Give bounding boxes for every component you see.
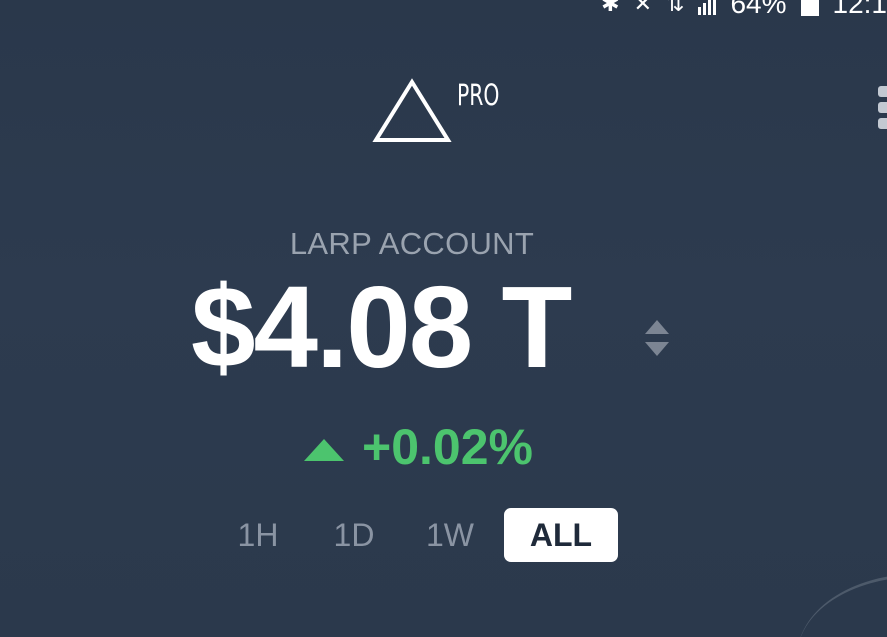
decorative-swoosh (797, 574, 887, 637)
mute-icon: ✕ (633, 0, 653, 16)
range-tab-1h[interactable]: 1H (237, 517, 279, 553)
more-vertical-icon[interactable] (878, 86, 887, 129)
battery-icon (800, 0, 819, 16)
sort-toggle-icon[interactable] (643, 318, 671, 358)
pro-badge: PRO (457, 78, 500, 112)
bluetooth-icon: ✱ (601, 0, 620, 16)
caret-up-icon (304, 439, 344, 461)
range-tab-all[interactable]: ALL (504, 508, 618, 562)
range-tab-1w[interactable]: 1W (426, 517, 474, 553)
battery-percent: 64% (730, 0, 787, 19)
change-value: +0.02% (362, 419, 533, 475)
signal-icon (698, 0, 717, 15)
account-label: LARP ACCOUNT (289, 226, 535, 261)
range-tab-1d[interactable]: 1D (333, 517, 375, 553)
clock: 12:1 (832, 0, 887, 19)
change-indicator: +0.02% (302, 418, 533, 476)
time-range-tabs: 1H 1D 1W ALL (210, 508, 618, 562)
data-transfer-icon: ⇅ (666, 0, 685, 16)
triangle-logo-icon (372, 78, 452, 142)
account-balance: $4.08 T (191, 262, 572, 392)
status-bar: ✱ ✕ ⇅ 64% 12:1 (601, 0, 887, 22)
